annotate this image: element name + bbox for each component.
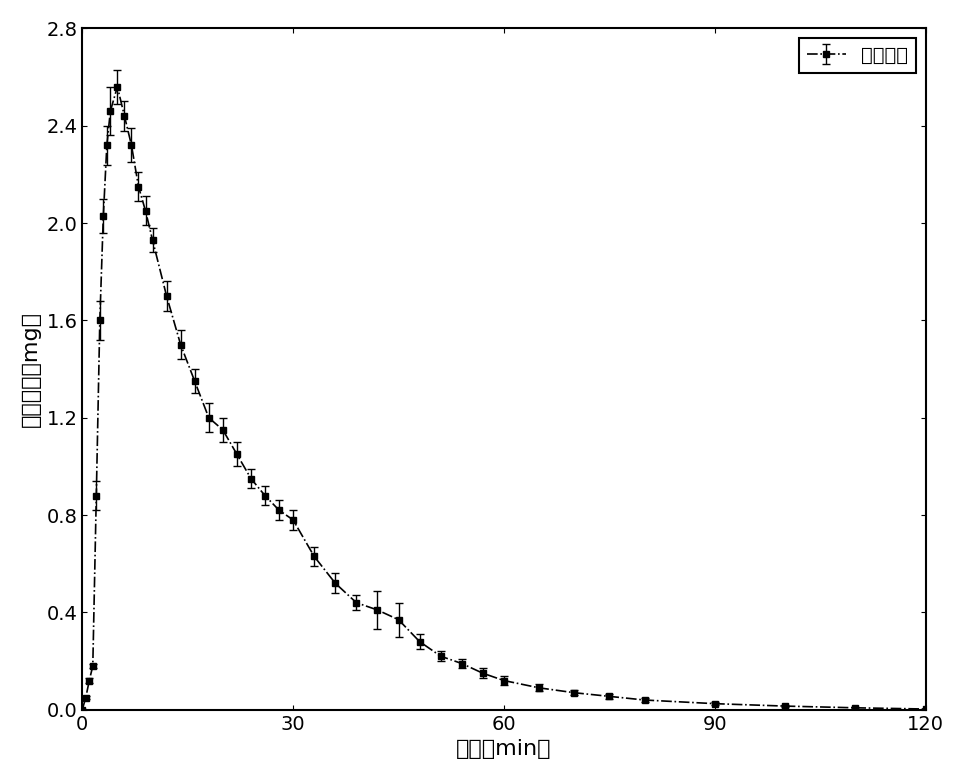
Y-axis label: 甲醇含量（mg）: 甲醇含量（mg） <box>21 311 41 427</box>
Legend: 甲醇含量: 甲醇含量 <box>799 38 916 73</box>
X-axis label: 时间（min）: 时间（min） <box>456 739 552 759</box>
